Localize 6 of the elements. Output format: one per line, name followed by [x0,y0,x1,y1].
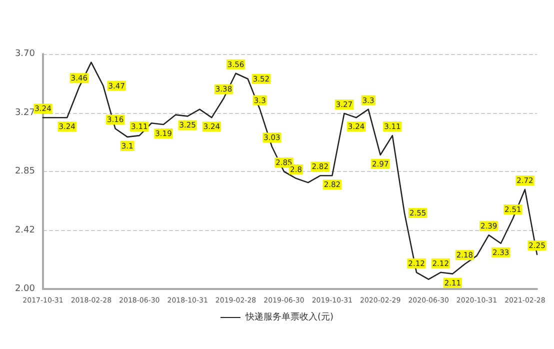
legend-label: 快递服务单票收入(元) [244,312,334,322]
y-tick-label: 2.00 [14,284,36,294]
y-tick-label: 2.85 [14,166,35,176]
y-tick-label: 2.42 [14,225,35,236]
y-tick-label: 3.27 [14,108,35,118]
y-tick-label: 3.70 [14,49,36,59]
